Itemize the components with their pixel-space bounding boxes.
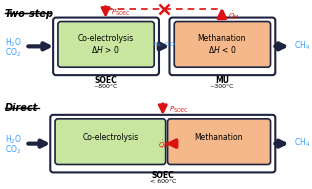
FancyBboxPatch shape bbox=[174, 22, 271, 67]
Text: CO$_2$: CO$_2$ bbox=[4, 144, 21, 156]
FancyBboxPatch shape bbox=[169, 18, 275, 75]
Text: SOEC: SOEC bbox=[151, 171, 174, 180]
Text: < 600°C: < 600°C bbox=[150, 179, 176, 184]
Text: $P_{\rm SOEC}$: $P_{\rm SOEC}$ bbox=[168, 105, 188, 115]
Text: Methanation: Methanation bbox=[198, 34, 246, 43]
Text: ~800°C: ~800°C bbox=[93, 84, 118, 89]
Text: Co-electrolysis: Co-electrolysis bbox=[82, 133, 139, 142]
FancyBboxPatch shape bbox=[50, 115, 275, 172]
Text: CH$_4$: CH$_4$ bbox=[295, 39, 310, 52]
Text: $\dot{Q}_{\rm M}$: $\dot{Q}_{\rm M}$ bbox=[228, 9, 239, 22]
Text: MU: MU bbox=[215, 76, 229, 85]
Text: H$_2$O: H$_2$O bbox=[4, 36, 22, 49]
Text: Methanation: Methanation bbox=[194, 133, 242, 142]
FancyBboxPatch shape bbox=[55, 119, 166, 164]
Text: Co-electrolysis: Co-electrolysis bbox=[77, 34, 134, 43]
Text: CH$_4$: CH$_4$ bbox=[295, 136, 310, 149]
Text: $\Delta H$ < 0: $\Delta H$ < 0 bbox=[208, 44, 236, 55]
Text: SOEC: SOEC bbox=[94, 76, 117, 85]
FancyBboxPatch shape bbox=[58, 22, 154, 67]
Text: ~300°C: ~300°C bbox=[210, 84, 234, 89]
Text: $\dot{Q}_{\rm M}$: $\dot{Q}_{\rm M}$ bbox=[158, 138, 169, 151]
Text: H$_2$O: H$_2$O bbox=[4, 134, 22, 146]
Text: $P_{\rm SOEC}$: $P_{\rm SOEC}$ bbox=[111, 8, 131, 18]
Text: CO$_2$: CO$_2$ bbox=[4, 46, 21, 59]
Text: H$_2$, CO: H$_2$, CO bbox=[154, 40, 176, 49]
FancyBboxPatch shape bbox=[53, 18, 159, 75]
Text: Direct: Direct bbox=[4, 103, 38, 113]
Text: Two-step: Two-step bbox=[4, 9, 54, 19]
Text: $\Delta H$ > 0: $\Delta H$ > 0 bbox=[91, 44, 120, 55]
FancyBboxPatch shape bbox=[168, 119, 271, 164]
